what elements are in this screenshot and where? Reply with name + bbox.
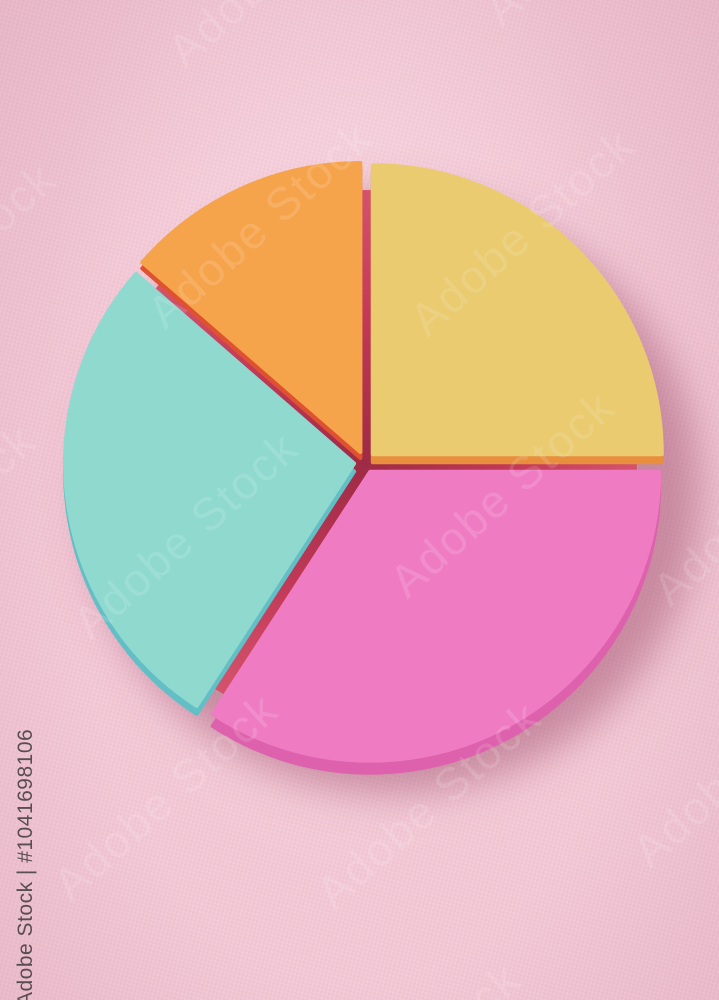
watermark-id-label: Adobe Stock | #1041698106 [14, 728, 37, 1000]
pie-slice-teal-segment [63, 271, 357, 708]
pie-slice-pink-segment [210, 469, 662, 763]
watermark-id: Adobe Stock | #1041698106 [13, 729, 39, 1000]
pie-slice-yellow-segment [370, 163, 664, 457]
pie-slice-orange-segment [140, 161, 363, 454]
